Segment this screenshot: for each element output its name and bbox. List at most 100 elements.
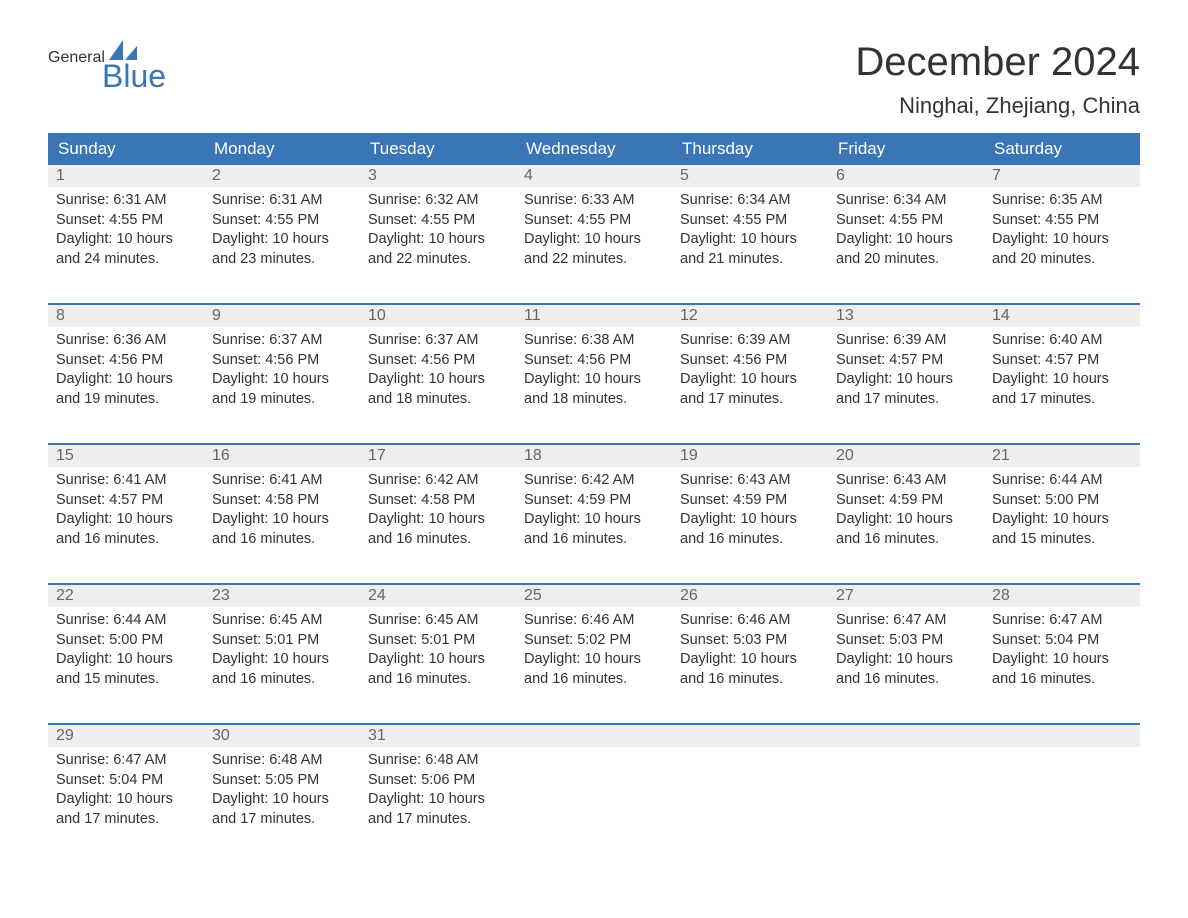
sunrise-line: Sunrise: 6:32 AM — [368, 191, 508, 211]
sunrise-line: Sunrise: 6:34 AM — [836, 191, 976, 211]
day-number: 5 — [672, 165, 828, 187]
day-number: 14 — [984, 305, 1140, 327]
day-number: . — [828, 725, 984, 747]
day-body: Sunrise: 6:32 AMSunset: 4:55 PMDaylight:… — [360, 187, 516, 277]
day-body: Sunrise: 6:37 AMSunset: 4:56 PMDaylight:… — [360, 327, 516, 417]
daylight-line: Daylight: 10 hours and 17 minutes. — [56, 790, 196, 829]
sunset-line: Sunset: 4:55 PM — [524, 211, 664, 231]
logo-text-general: General — [48, 50, 105, 66]
day-number: 23 — [204, 585, 360, 607]
daylight-line: Daylight: 10 hours and 17 minutes. — [680, 370, 820, 409]
sunset-line: Sunset: 5:01 PM — [368, 631, 508, 651]
day-number: 13 — [828, 305, 984, 327]
day-cell: 18Sunrise: 6:42 AMSunset: 4:59 PMDayligh… — [516, 445, 672, 565]
daylight-line: Daylight: 10 hours and 20 minutes. — [992, 230, 1132, 269]
day-number: 31 — [360, 725, 516, 747]
day-number: 27 — [828, 585, 984, 607]
sunset-line: Sunset: 4:59 PM — [680, 491, 820, 511]
sunrise-line: Sunrise: 6:46 AM — [524, 611, 664, 631]
day-body: Sunrise: 6:37 AMSunset: 4:56 PMDaylight:… — [204, 327, 360, 417]
daylight-line: Daylight: 10 hours and 16 minutes. — [992, 650, 1132, 689]
day-body: Sunrise: 6:40 AMSunset: 4:57 PMDaylight:… — [984, 327, 1140, 417]
day-number: 3 — [360, 165, 516, 187]
day-cell: 31Sunrise: 6:48 AMSunset: 5:06 PMDayligh… — [360, 725, 516, 845]
sunset-line: Sunset: 5:00 PM — [992, 491, 1132, 511]
day-body: Sunrise: 6:34 AMSunset: 4:55 PMDaylight:… — [828, 187, 984, 277]
day-cell: 21Sunrise: 6:44 AMSunset: 5:00 PMDayligh… — [984, 445, 1140, 565]
sunset-line: Sunset: 4:55 PM — [368, 211, 508, 231]
sunset-line: Sunset: 5:04 PM — [992, 631, 1132, 651]
day-cell: 2Sunrise: 6:31 AMSunset: 4:55 PMDaylight… — [204, 165, 360, 285]
sunrise-line: Sunrise: 6:46 AM — [680, 611, 820, 631]
sunset-line: Sunset: 4:56 PM — [524, 351, 664, 371]
sunrise-line: Sunrise: 6:43 AM — [836, 471, 976, 491]
day-body: Sunrise: 6:44 AMSunset: 5:00 PMDaylight:… — [48, 607, 204, 697]
day-number: 16 — [204, 445, 360, 467]
day-header-mon: Monday — [204, 133, 360, 165]
sunset-line: Sunset: 5:05 PM — [212, 771, 352, 791]
day-number: 22 — [48, 585, 204, 607]
daylight-line: Daylight: 10 hours and 20 minutes. — [836, 230, 976, 269]
page-title: December 2024 — [855, 40, 1140, 85]
sunrise-line: Sunrise: 6:44 AM — [56, 611, 196, 631]
daylight-line: Daylight: 10 hours and 16 minutes. — [524, 510, 664, 549]
sunset-line: Sunset: 4:59 PM — [524, 491, 664, 511]
day-cell: 1Sunrise: 6:31 AMSunset: 4:55 PMDaylight… — [48, 165, 204, 285]
day-cell: 27Sunrise: 6:47 AMSunset: 5:03 PMDayligh… — [828, 585, 984, 705]
day-body: Sunrise: 6:34 AMSunset: 4:55 PMDaylight:… — [672, 187, 828, 277]
daylight-line: Daylight: 10 hours and 16 minutes. — [212, 650, 352, 689]
day-cell: 23Sunrise: 6:45 AMSunset: 5:01 PMDayligh… — [204, 585, 360, 705]
sunrise-line: Sunrise: 6:41 AM — [56, 471, 196, 491]
daylight-line: Daylight: 10 hours and 15 minutes. — [56, 650, 196, 689]
daylight-line: Daylight: 10 hours and 16 minutes. — [680, 650, 820, 689]
sunrise-line: Sunrise: 6:45 AM — [368, 611, 508, 631]
day-body: Sunrise: 6:46 AMSunset: 5:02 PMDaylight:… — [516, 607, 672, 697]
daylight-line: Daylight: 10 hours and 23 minutes. — [212, 230, 352, 269]
day-cell: 20Sunrise: 6:43 AMSunset: 4:59 PMDayligh… — [828, 445, 984, 565]
day-cell: 12Sunrise: 6:39 AMSunset: 4:56 PMDayligh… — [672, 305, 828, 425]
day-number: 7 — [984, 165, 1140, 187]
daylight-line: Daylight: 10 hours and 18 minutes. — [524, 370, 664, 409]
header: General Blue December 2024 Ninghai, Zhej… — [48, 40, 1140, 119]
daylight-line: Daylight: 10 hours and 19 minutes. — [56, 370, 196, 409]
day-number: 10 — [360, 305, 516, 327]
day-body: Sunrise: 6:43 AMSunset: 4:59 PMDaylight:… — [828, 467, 984, 557]
day-body: Sunrise: 6:47 AMSunset: 5:04 PMDaylight:… — [48, 747, 204, 837]
day-cell: 24Sunrise: 6:45 AMSunset: 5:01 PMDayligh… — [360, 585, 516, 705]
day-body: Sunrise: 6:47 AMSunset: 5:03 PMDaylight:… — [828, 607, 984, 697]
day-number: 28 — [984, 585, 1140, 607]
day-body: Sunrise: 6:33 AMSunset: 4:55 PMDaylight:… — [516, 187, 672, 277]
day-cell: 30Sunrise: 6:48 AMSunset: 5:05 PMDayligh… — [204, 725, 360, 845]
week-row: 15Sunrise: 6:41 AMSunset: 4:57 PMDayligh… — [48, 443, 1140, 565]
week-row: 22Sunrise: 6:44 AMSunset: 5:00 PMDayligh… — [48, 583, 1140, 705]
day-header-fri: Friday — [828, 133, 984, 165]
day-body: Sunrise: 6:31 AMSunset: 4:55 PMDaylight:… — [204, 187, 360, 277]
day-number: 15 — [48, 445, 204, 467]
day-cell: 4Sunrise: 6:33 AMSunset: 4:55 PMDaylight… — [516, 165, 672, 285]
sunset-line: Sunset: 5:03 PM — [836, 631, 976, 651]
day-body: Sunrise: 6:35 AMSunset: 4:55 PMDaylight:… — [984, 187, 1140, 277]
daylight-line: Daylight: 10 hours and 16 minutes. — [56, 510, 196, 549]
day-cell: 13Sunrise: 6:39 AMSunset: 4:57 PMDayligh… — [828, 305, 984, 425]
day-number: . — [516, 725, 672, 747]
sunset-line: Sunset: 4:57 PM — [992, 351, 1132, 371]
sunset-line: Sunset: 4:56 PM — [368, 351, 508, 371]
calendar: Sunday Monday Tuesday Wednesday Thursday… — [48, 133, 1140, 845]
day-number: 30 — [204, 725, 360, 747]
logo: General Blue — [48, 40, 166, 92]
day-body: Sunrise: 6:31 AMSunset: 4:55 PMDaylight:… — [48, 187, 204, 277]
sunrise-line: Sunrise: 6:48 AM — [212, 751, 352, 771]
sunset-line: Sunset: 4:55 PM — [212, 211, 352, 231]
sunrise-line: Sunrise: 6:38 AM — [524, 331, 664, 351]
sunrise-line: Sunrise: 6:41 AM — [212, 471, 352, 491]
sunrise-line: Sunrise: 6:48 AM — [368, 751, 508, 771]
sunrise-line: Sunrise: 6:43 AM — [680, 471, 820, 491]
sunset-line: Sunset: 4:56 PM — [212, 351, 352, 371]
daylight-line: Daylight: 10 hours and 16 minutes. — [368, 650, 508, 689]
day-body: Sunrise: 6:39 AMSunset: 4:57 PMDaylight:… — [828, 327, 984, 417]
day-number: 4 — [516, 165, 672, 187]
sunrise-line: Sunrise: 6:35 AM — [992, 191, 1132, 211]
daylight-line: Daylight: 10 hours and 16 minutes. — [680, 510, 820, 549]
sunrise-line: Sunrise: 6:47 AM — [56, 751, 196, 771]
sunset-line: Sunset: 4:57 PM — [56, 491, 196, 511]
